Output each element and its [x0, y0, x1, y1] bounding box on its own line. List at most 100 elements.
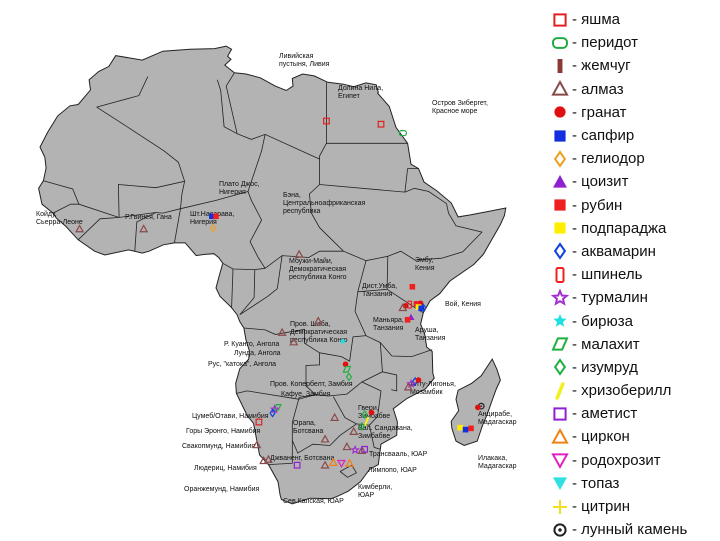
country-border [291, 394, 316, 423]
place-label-line: ЮАР [358, 492, 375, 499]
place-label-transvaal: Трансвааль, ЮАР [369, 451, 428, 458]
legend-symbol-jasper [553, 12, 567, 27]
country-border [326, 82, 408, 144]
place-label-copperbelt: Пров. Копербелт, Замбия [270, 380, 353, 388]
marker-malachite [342, 365, 352, 373]
place-label-libyan-desert: Ливийская пустыня, Ливия [279, 52, 330, 68]
country-border [231, 268, 234, 308]
place-label-line: Танзания [373, 325, 404, 332]
legend-symbol-zircon [551, 427, 569, 444]
place-label-line: Танзания [415, 335, 446, 342]
country-border [365, 335, 433, 358]
country-border [174, 208, 181, 243]
marker-diamond [403, 382, 413, 391]
place-label-line: Мбужи-Майи, [289, 257, 333, 265]
marker-malachite [272, 404, 282, 411]
legend-item-moonstone: - лунный камень [548, 518, 718, 541]
place-label-koidu: Койду, Сьерра-Леоне [36, 210, 83, 226]
place-label-shaba: Пров. Шаба, Демократическая республика Кон… [290, 320, 348, 344]
marker-diamond [313, 316, 323, 325]
place-label-line: Танзания [362, 291, 393, 298]
country-border [180, 191, 249, 210]
country-border [319, 168, 419, 193]
marker-diamond [277, 327, 287, 336]
place-label-line: Бэна, [283, 192, 301, 199]
legend-symbol-spinel [555, 266, 565, 283]
marker-rhodochrosite [336, 459, 346, 469]
marker-diamond [330, 412, 340, 421]
legend-symbol-turquoise [553, 314, 567, 327]
legend-label: - рубин [572, 196, 623, 214]
marker-emerald [358, 421, 366, 432]
place-label-bangui: Бэна, Центральноафриканская республика [283, 192, 365, 215]
legend-item-emerald: - изумруд [548, 356, 718, 379]
place-label-line: республика Конго [290, 336, 348, 344]
place-label-line: Красное море [432, 108, 478, 115]
country-border [247, 134, 344, 269]
legend-item-amethyst: - аметист [548, 402, 718, 425]
marker-jasper [323, 117, 330, 125]
legend-label: - гранат [572, 103, 627, 121]
place-label-line: Горы Эронго, Намибия [186, 427, 261, 435]
country-border [404, 187, 483, 259]
marker-ruby [413, 301, 420, 307]
legend-label: - цитрин [572, 498, 631, 516]
place-label-line: Гвери, [358, 405, 379, 412]
country-border [239, 255, 283, 316]
place-label-line: Пров. Шаба, [290, 320, 330, 328]
place-label-line: Анцирабе, [478, 410, 512, 418]
place-label-line: Рус, "катока", Ангола [208, 361, 276, 368]
marker-emerald [361, 409, 368, 419]
place-label-line: Кения [415, 265, 435, 272]
legend-label: - алмаз [572, 80, 624, 98]
madagascar-landmass [450, 358, 501, 447]
place-label-line: Джваненг, Ботсвана [270, 455, 335, 462]
marker-garnet [342, 361, 349, 368]
country-border [43, 180, 80, 205]
place-label-line: Р.Гвинея, Гана [125, 214, 172, 221]
place-label-line: Нигерия [219, 189, 246, 196]
place-label-swakopmund: Свакопмунд, Намибия [182, 442, 255, 450]
marker-diamond [357, 445, 367, 454]
country-border [369, 425, 381, 450]
legend-item-zircon: - циркон [548, 425, 718, 448]
place-label-cuango: Р. Куанго, Ангола [224, 341, 279, 348]
place-label-zabargad: Остров Зибергет, Красное море [432, 99, 488, 115]
legend-item-citrine: - цитрин [548, 495, 718, 518]
place-label-line: Демократическая [289, 266, 346, 273]
place-label-line: республика [283, 207, 321, 215]
place-label-line: Аруша, [415, 327, 438, 334]
marker-jasper [255, 418, 263, 426]
legend-symbol-tourmaline [550, 288, 570, 306]
legend-item-malachite: - малахит [548, 333, 718, 356]
legend-label: - топаз [572, 474, 620, 492]
marker-tourmaline [406, 378, 416, 388]
place-label-line: Долина Нила, [338, 85, 383, 92]
legend-item-aquamarine: - аквамарин [548, 240, 718, 263]
place-label-line: Сев.Капская, ЮАР [283, 498, 344, 505]
legend-item-diamond: - алмаз [548, 78, 718, 101]
place-label-line: Дист.Умба, [362, 282, 397, 290]
marker-tourmaline [269, 404, 280, 414]
legend-symbol-topaz [553, 477, 567, 491]
legend-symbol-heliodor [553, 149, 567, 168]
place-label-line: Зимбабве [358, 412, 390, 420]
place-label-line: Илакака, [478, 455, 507, 462]
marker-diamond [139, 224, 149, 233]
legend-item-rhodochrosite: - родохрозит [548, 449, 718, 472]
place-label-line: Кимберли, [358, 483, 392, 491]
marker-garnet [475, 404, 481, 411]
place-label-line: Центральноафриканская [283, 200, 365, 207]
legend-item-garnet: - гранат [548, 101, 718, 124]
place-label-line: Сьерра-Леоне [36, 219, 83, 226]
place-label-line: Демократическая [290, 329, 347, 336]
place-label-line: Лимпопо, ЮАР [368, 467, 417, 474]
legend-symbol-chrysoberyl [555, 381, 565, 400]
legend-label: - аквамарин [572, 242, 656, 260]
country-border [77, 212, 156, 241]
marker-zircon [345, 458, 355, 467]
country-border [319, 260, 367, 362]
legend-symbol-peridot [552, 36, 568, 49]
marker-diamond [263, 454, 273, 463]
